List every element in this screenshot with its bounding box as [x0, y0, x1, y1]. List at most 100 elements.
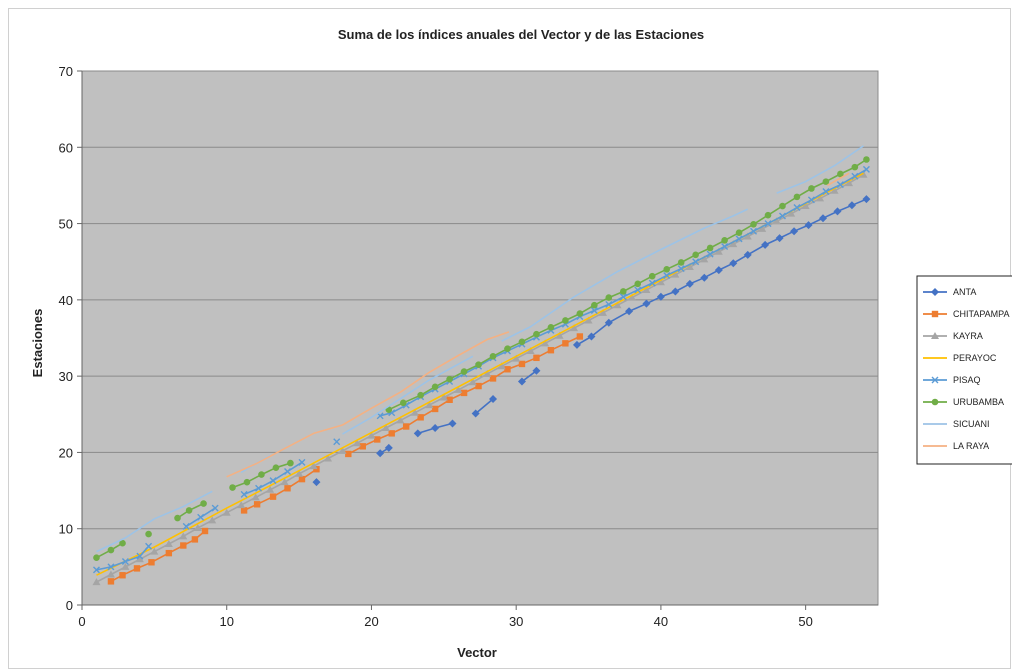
data-point-anta — [804, 221, 813, 230]
data-point-anta — [833, 207, 842, 216]
data-point-kayra — [295, 469, 304, 477]
y-tick-label: 50 — [59, 217, 73, 232]
chart-frame: Suma de los índices anuales del Vector y… — [8, 8, 1012, 669]
data-point-pisaq — [136, 552, 144, 560]
data-point-pisaq — [107, 563, 115, 571]
data-point-pisaq — [284, 468, 292, 475]
series-line-sicuani — [96, 490, 213, 553]
data-point-pisaq — [298, 458, 306, 466]
plot-area — [81, 70, 879, 606]
data-point-pisaq — [807, 196, 815, 204]
data-point-anta — [729, 259, 738, 268]
legend-label-pisaq: PISAQ — [953, 375, 981, 385]
data-point-chitapampa — [298, 475, 306, 483]
data-point-pisaq — [590, 307, 598, 315]
data-point-pisaq — [778, 212, 786, 220]
data-point-kayra — [222, 508, 231, 516]
data-point-urubamba — [677, 259, 685, 266]
data-point-anta — [743, 250, 752, 259]
data-point-kayra — [743, 232, 752, 240]
series-la-raya — [226, 172, 850, 478]
data-point-urubamba — [93, 554, 100, 562]
series-layer — [92, 145, 871, 586]
data-point-urubamba — [489, 353, 497, 360]
x-tick-label: 30 — [509, 614, 523, 629]
data-point-kayra — [381, 424, 390, 432]
series-kayra — [92, 170, 868, 586]
data-point-kayra — [613, 301, 622, 309]
data-point-anta — [700, 273, 709, 282]
data-point-kayra — [656, 278, 665, 286]
data-point-kayra — [729, 240, 738, 248]
data-point-chitapampa — [460, 389, 468, 397]
data-point-urubamba — [808, 185, 815, 192]
legend-marker-pisaq — [931, 376, 939, 384]
data-point-kayra — [410, 408, 419, 416]
data-point-urubamba — [431, 383, 439, 391]
data-point-chitapampa — [533, 354, 540, 362]
x-tick-label: 10 — [219, 614, 233, 629]
data-point-chitapampa — [119, 572, 126, 579]
data-point-pisaq — [721, 242, 729, 250]
data-point-anta — [384, 443, 393, 452]
data-point-chitapampa — [504, 366, 511, 373]
data-point-urubamba — [119, 539, 126, 547]
data-point-kayra — [555, 331, 564, 339]
data-point-pisaq — [764, 220, 772, 228]
x-tick-label: 40 — [654, 614, 668, 629]
data-point-kayra — [237, 501, 246, 509]
data-point-pisaq — [145, 542, 153, 550]
data-point-chitapampa — [284, 485, 291, 492]
x-axis-title: Vector — [457, 645, 497, 660]
data-point-kayra — [599, 308, 608, 316]
data-point-kayra — [772, 217, 781, 225]
legend-marker-anta — [931, 288, 939, 296]
data-point-anta — [413, 429, 422, 438]
data-point-chitapampa — [345, 450, 352, 458]
data-point-urubamba — [533, 330, 540, 338]
data-point-pisaq — [634, 286, 642, 294]
data-point-anta — [572, 340, 581, 349]
data-point-pisaq — [735, 235, 743, 243]
data-point-kayra — [627, 293, 636, 301]
data-point-urubamba — [591, 301, 598, 309]
data-point-pisaq — [269, 477, 277, 485]
data-point-kayra — [106, 570, 115, 578]
data-point-pisaq — [862, 165, 870, 173]
data-point-pisaq — [692, 258, 700, 266]
data-point-anta — [847, 201, 856, 210]
data-point-pisaq — [677, 265, 685, 273]
data-point-pisaq — [197, 513, 205, 521]
series-line-anta — [475, 398, 494, 415]
data-point-urubamba — [258, 471, 265, 478]
series-line-la-raya — [226, 331, 510, 478]
data-point-urubamba — [648, 272, 656, 280]
data-point-urubamba — [518, 338, 526, 346]
data-point-kayra — [164, 539, 173, 547]
data-point-chitapampa — [475, 382, 482, 390]
data-point-anta — [642, 299, 651, 308]
data-point-pisaq — [750, 227, 758, 235]
data-point-anta — [819, 214, 828, 223]
data-point-chitapampa — [446, 396, 453, 403]
x-tick-label: 50 — [798, 614, 812, 629]
data-point-kayra — [121, 562, 130, 570]
data-point-kayra — [92, 578, 101, 586]
data-point-pisaq — [605, 300, 613, 308]
data-point-anta — [376, 449, 385, 458]
data-point-chitapampa — [388, 430, 395, 437]
data-point-kayra — [468, 378, 477, 386]
series-anta — [312, 195, 871, 487]
data-point-anta — [685, 279, 694, 288]
data-point-urubamba — [721, 237, 728, 244]
data-point-chitapampa — [191, 536, 199, 543]
data-point-urubamba — [243, 478, 251, 486]
data-point-chitapampa — [313, 466, 320, 473]
series-line-urubamba — [388, 158, 867, 411]
legend-label-perayoc: PERAYOC — [953, 353, 997, 363]
data-point-urubamba — [417, 391, 424, 399]
data-point-urubamba — [764, 211, 772, 219]
data-point-chitapampa — [489, 375, 497, 382]
data-point-urubamba — [399, 399, 407, 407]
data-point-chitapampa — [547, 347, 555, 354]
